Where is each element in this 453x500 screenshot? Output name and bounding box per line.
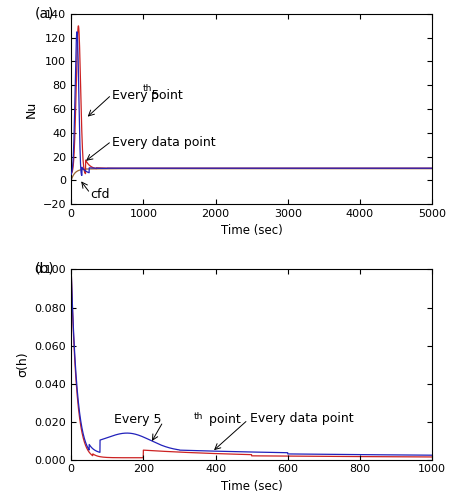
Text: Every 5: Every 5	[112, 90, 159, 102]
Text: th: th	[143, 84, 152, 94]
Text: cfd: cfd	[91, 188, 110, 201]
X-axis label: Time (sec): Time (sec)	[221, 224, 283, 237]
Text: th: th	[194, 412, 203, 422]
Text: Every data point: Every data point	[112, 136, 216, 149]
Text: point: point	[147, 90, 183, 102]
Text: (b): (b)	[35, 262, 55, 276]
Text: Every 5: Every 5	[115, 413, 162, 426]
X-axis label: Time (sec): Time (sec)	[221, 480, 283, 493]
Text: (a): (a)	[35, 6, 54, 20]
Text: point: point	[205, 413, 241, 426]
Y-axis label: σ(h): σ(h)	[16, 352, 29, 378]
Y-axis label: Nu: Nu	[24, 100, 37, 117]
Text: Every data point: Every data point	[250, 412, 353, 426]
